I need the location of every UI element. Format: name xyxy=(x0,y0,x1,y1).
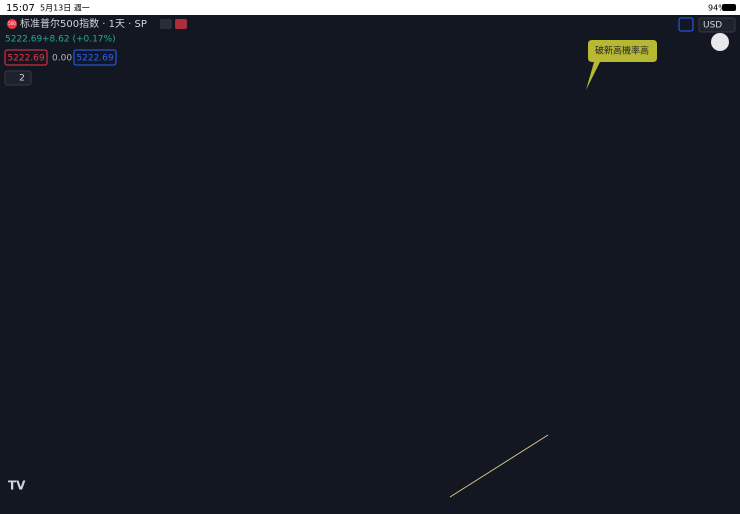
currency: USD xyxy=(703,21,722,31)
settings-button[interactable] xyxy=(678,17,694,32)
status-bar xyxy=(0,0,740,15)
value-box xyxy=(4,49,48,66)
header-price: 5222.69 xyxy=(5,35,42,45)
mode-button[interactable] xyxy=(160,19,172,29)
mode-button[interactable] xyxy=(175,19,187,29)
symbol-icon-text: 500 xyxy=(8,21,16,26)
value-box-text: 5222.69 xyxy=(76,54,113,64)
annotation-bubble xyxy=(586,40,657,90)
volume-trend xyxy=(449,434,549,498)
value-box-text: 5222.69 xyxy=(7,54,44,64)
annotation: 破新高機率高 xyxy=(595,45,649,57)
status-date: 5月13日 週一 xyxy=(40,4,90,13)
symbol-title[interactable]: 标准普尔500指数 · 1天 · SP xyxy=(20,17,147,30)
time-axis xyxy=(0,497,697,514)
price-axis xyxy=(697,15,740,514)
indicator-toggle[interactable] xyxy=(4,70,32,86)
status-time: 15:07 xyxy=(6,3,35,14)
autoscale-button[interactable] xyxy=(711,33,729,51)
header-change: +8.62 (+0.17%) xyxy=(42,35,116,45)
value-box xyxy=(73,49,117,66)
currency-button[interactable] xyxy=(698,17,736,33)
value-text: 0.00 xyxy=(52,54,72,64)
logo: TV xyxy=(8,479,26,493)
battery-icon xyxy=(722,4,736,11)
indicator-count: 2 xyxy=(19,74,25,84)
battery: 94% xyxy=(708,4,726,13)
symbol-icon xyxy=(7,19,17,29)
